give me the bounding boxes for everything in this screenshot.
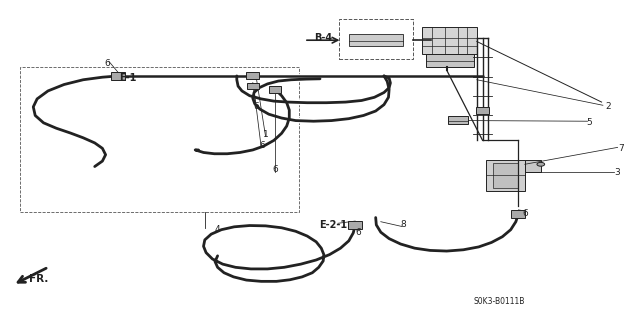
Bar <box>269 86 281 93</box>
Text: 6: 6 <box>260 141 265 150</box>
Text: 5: 5 <box>586 118 591 127</box>
Bar <box>511 210 525 218</box>
Bar <box>348 221 362 229</box>
Bar <box>247 83 259 89</box>
Text: 7: 7 <box>618 144 623 153</box>
Bar <box>349 34 403 46</box>
Circle shape <box>537 162 545 166</box>
Bar <box>493 163 518 188</box>
Text: 8: 8 <box>401 220 406 229</box>
Bar <box>476 107 489 114</box>
Bar <box>525 160 541 172</box>
Bar <box>20 67 299 212</box>
Bar <box>486 160 525 191</box>
Text: 6: 6 <box>253 102 259 111</box>
Bar <box>426 54 474 67</box>
Text: 1: 1 <box>263 130 268 139</box>
Text: B-4: B-4 <box>314 33 332 43</box>
Bar <box>111 72 125 80</box>
Text: FR.: FR. <box>29 274 48 284</box>
Text: 3: 3 <box>615 168 620 177</box>
Text: 6: 6 <box>105 59 110 68</box>
Text: 6: 6 <box>356 228 361 237</box>
Text: 2: 2 <box>605 102 611 111</box>
Text: E-2-1: E-2-1 <box>319 220 347 230</box>
Text: 6: 6 <box>522 209 527 218</box>
Bar <box>448 116 468 124</box>
Text: 6: 6 <box>273 165 278 174</box>
Bar <box>422 27 477 54</box>
Bar <box>246 72 259 79</box>
Bar <box>339 19 413 59</box>
Text: S0K3-B0111B: S0K3-B0111B <box>474 297 525 306</box>
Text: E-1: E-1 <box>119 73 137 83</box>
Text: 4: 4 <box>215 225 220 234</box>
